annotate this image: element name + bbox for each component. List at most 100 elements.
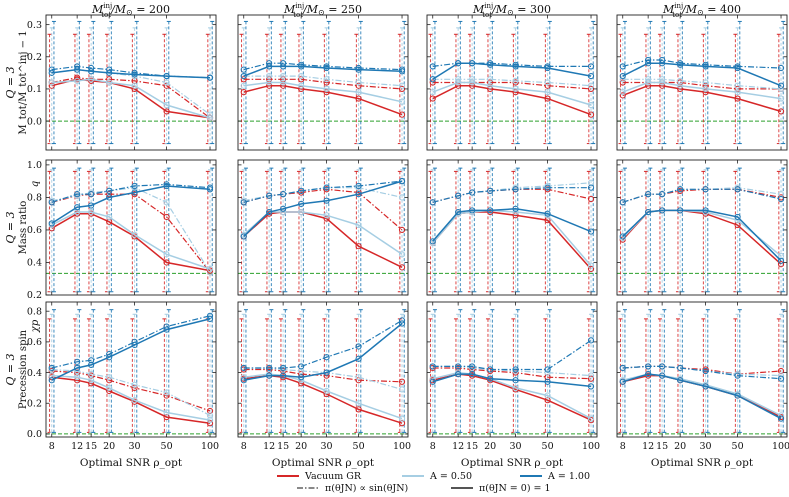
point-a10_d (734, 186, 741, 193)
panel-frame (426, 14, 598, 151)
point-a10_s (48, 220, 55, 227)
point-a10_s (74, 204, 81, 211)
point-a10_d (487, 366, 494, 373)
series-gr_s (622, 84, 782, 113)
row-labels: Q = 3 M_tot/M_tot^inj − 1Q = 3 Mass ratioq… (4, 30, 41, 409)
x-tick-label: 30 (510, 441, 522, 452)
point-a10_s (240, 377, 247, 384)
series-a05_d (51, 187, 211, 273)
point-a10_s (512, 205, 519, 212)
point-gr_s (48, 82, 55, 89)
panel-r2-c3: 8 12 15 20 30 50 100 (616, 301, 789, 452)
y-tick-label: 0.2 (27, 398, 42, 409)
panel-plot-area (46, 167, 216, 293)
panel-frame (45, 159, 217, 296)
point-a10_s (88, 68, 95, 75)
point-a10_s (206, 315, 214, 322)
point-a10_d (777, 375, 785, 382)
point-a05_s (323, 212, 330, 219)
x-tick-label: 50 (542, 441, 554, 452)
point-a10_d (429, 199, 436, 206)
series-a05_d (622, 78, 782, 90)
x-tick-label: 20 (674, 441, 686, 452)
point-a05_s (512, 384, 519, 392)
point-a10_s (455, 371, 462, 378)
x-tick-label: 50 (353, 441, 365, 452)
series-a10_s (243, 65, 403, 77)
series-a05_s (51, 211, 211, 270)
legend-item-1: A = 0.50 (402, 471, 472, 482)
point-a10_d (131, 182, 138, 190)
point-a10_s (266, 372, 273, 379)
point-a05_s (544, 89, 551, 96)
point-a10_s (512, 63, 519, 70)
legend-item-0: Vacuum GR (277, 471, 362, 482)
legend-item-3: π(θJN) ∝ sin(θJN) (297, 483, 408, 494)
panel-r2-c0: 8 12 15 20 30 50 100 0.0 0.2 0.4 0.6 0.8 (27, 301, 219, 452)
point-a05_s (206, 417, 214, 424)
point-a10_d (677, 364, 684, 372)
point-a10_d (48, 364, 55, 372)
y-tick-label: 0.6 (27, 337, 42, 348)
point-a10_s (487, 375, 494, 382)
point-a05_s (74, 77, 81, 84)
x-tick-label: 15 (656, 441, 668, 452)
point-a05_s (512, 85, 519, 93)
x-tick-label: 20 (103, 441, 115, 452)
series-a05_d (243, 75, 403, 87)
point-a05_d (544, 79, 551, 86)
point-a10_s (659, 60, 666, 67)
legend-label: A = 1.00 (547, 471, 590, 482)
x-tick-label: 15 (466, 441, 478, 452)
point-gr_s (734, 95, 741, 102)
point-gr_s (587, 265, 595, 273)
point-a10_d (398, 317, 406, 324)
x-tick-label: 15 (85, 441, 97, 452)
series-gr_s (51, 212, 211, 272)
x-axis-label-1: Optimal SNR ρ_opt (272, 457, 375, 469)
point-a10_s (487, 61, 494, 68)
point-a10_d (512, 366, 519, 373)
panel-frame (45, 301, 217, 438)
point-gr_s (355, 243, 362, 250)
panels-grid: 0.00.10.20.30.20.40.60.81.08 12 15 20 30 50 10… (27, 14, 789, 452)
point-a05_s (88, 377, 95, 384)
series-a10_d (243, 62, 403, 71)
x-tick-label: 12 (642, 441, 654, 452)
point-a10_s (469, 371, 476, 378)
point-a10_d (106, 187, 113, 195)
x-tick-label: 100 (772, 441, 789, 452)
point-a05_d (702, 79, 709, 86)
point-a05_s (544, 392, 551, 399)
point-a10_d (74, 358, 81, 365)
point-a05_s (469, 79, 476, 86)
point-a10_s (240, 233, 247, 240)
point-a05_s (619, 89, 626, 96)
point-a10_d (88, 357, 95, 364)
panel-frame (616, 301, 788, 438)
point-a10_s (469, 207, 476, 214)
point-a10_s (777, 257, 785, 264)
point-a10_d (323, 184, 330, 191)
legend-label: π(θJN) ∝ sin(θJN) (325, 483, 408, 494)
point-a10_d (48, 199, 55, 206)
point-gr_d (355, 82, 362, 89)
point-a10_s (298, 63, 305, 70)
point-a10_d (645, 363, 652, 370)
point-a10_d (240, 199, 247, 206)
point-a10_s (74, 364, 81, 372)
point-a10_d (659, 363, 666, 370)
point-a10_d (734, 372, 741, 379)
point-a10_s (544, 210, 551, 217)
point-gr_d (544, 82, 551, 89)
series-a05_d (432, 78, 592, 87)
x-axis-label-0: Optimal SNR ρ_opt (80, 457, 183, 469)
point-a10_d (280, 364, 287, 372)
point-a10_d (587, 337, 595, 344)
point-gr_s (587, 111, 595, 118)
panel-plot-area (617, 167, 787, 293)
point-a05_s (240, 82, 247, 89)
y-tick-label: 0.0 (27, 116, 42, 127)
